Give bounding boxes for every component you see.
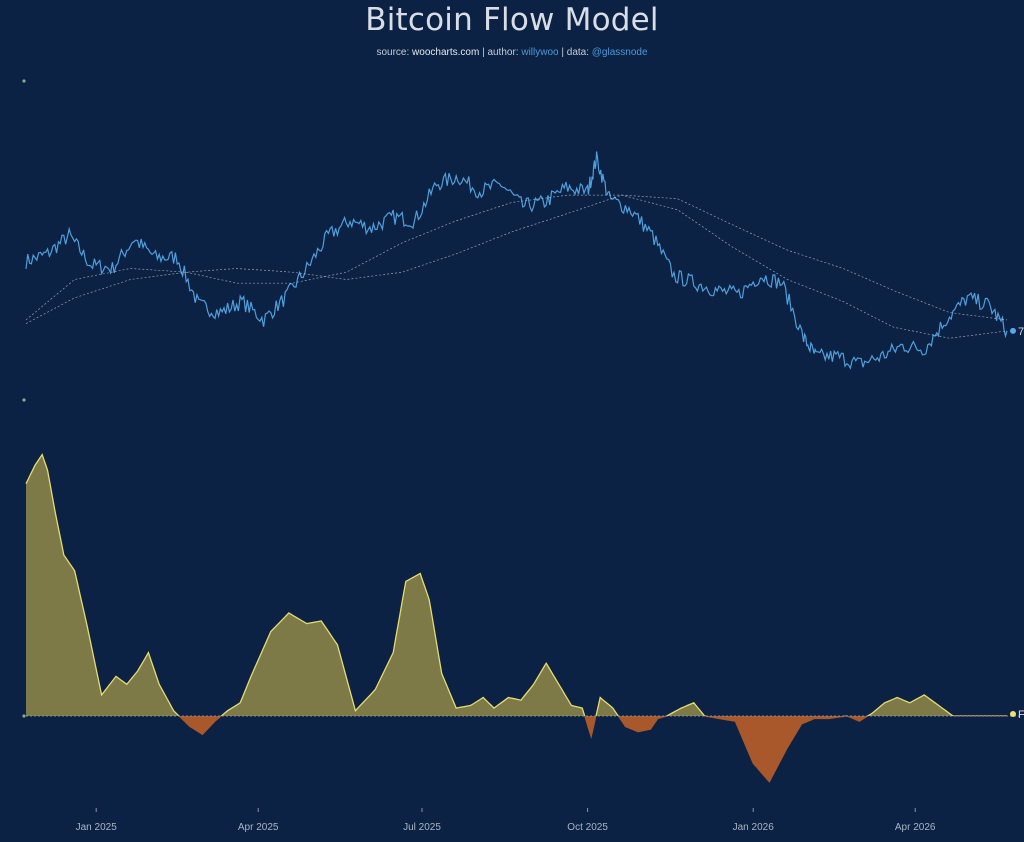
flow-panel: Flow Model bbox=[22, 453, 1024, 783]
price-end-dot bbox=[1010, 327, 1016, 334]
flow-negative-area bbox=[26, 716, 1007, 782]
flow-zero-marker bbox=[22, 714, 26, 718]
flow-positive-area bbox=[26, 454, 1007, 716]
x-tick-label-0: Jan 2025 bbox=[76, 822, 118, 833]
source-link[interactable]: woocharts.com bbox=[412, 47, 480, 58]
data-source-link[interactable]: @glassnode bbox=[591, 47, 648, 58]
moving-average-line-2 bbox=[25, 194, 1008, 324]
source-label: source: bbox=[376, 47, 410, 58]
price-panel: 77.0k Price bbox=[22, 79, 1024, 402]
price-axis-bottom-marker bbox=[22, 398, 26, 402]
moving-average-line-1 bbox=[25, 194, 1008, 339]
price-series-line bbox=[25, 151, 1008, 370]
flow-end-label: Flow Model bbox=[1018, 709, 1024, 721]
flow-end-dot bbox=[1010, 711, 1016, 717]
x-tick-label-5: Apr 2026 bbox=[895, 822, 936, 833]
x-tick-label-3: Oct 2025 bbox=[567, 822, 608, 833]
data-label: | data: bbox=[561, 47, 589, 58]
x-tick-label-4: Jan 2026 bbox=[733, 822, 775, 833]
price-axis-top-marker bbox=[22, 79, 26, 83]
flow-negative-line bbox=[178, 716, 1007, 783]
flow-positive-line bbox=[25, 453, 1007, 716]
x-axis: Jan 2025 Apr 2025 Jul 2025 Oct 2025 Jan 2026… bbox=[76, 808, 936, 833]
chart-title: Bitcoin Flow Model bbox=[365, 2, 659, 38]
chart-subtitle: source: woocharts.com | author: willywoo… bbox=[0, 47, 1024, 58]
x-tick-label-1: Apr 2025 bbox=[238, 822, 279, 833]
x-tick-label-2: Jul 2025 bbox=[403, 822, 441, 833]
author-link[interactable]: willywoo bbox=[521, 47, 559, 58]
price-end-label: 77.0k Price bbox=[1018, 326, 1024, 338]
author-label: | author: bbox=[482, 47, 519, 58]
